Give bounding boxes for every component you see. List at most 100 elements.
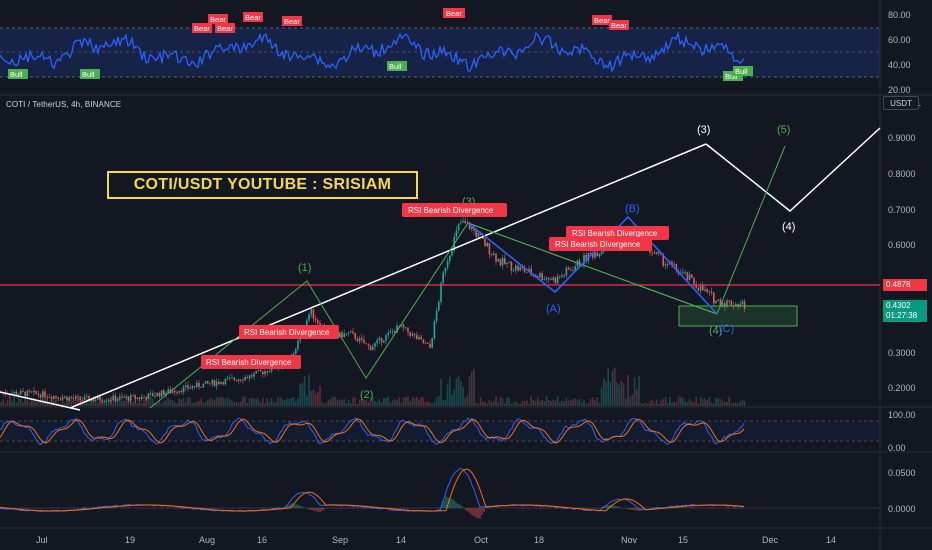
volume-bar (673, 401, 675, 406)
candle-body (556, 276, 559, 284)
price-tick: 0.6000 (888, 240, 916, 250)
volume-bar (171, 400, 174, 406)
candle-body (132, 395, 134, 397)
volume-bar (31, 397, 33, 406)
volume-bar (339, 399, 341, 406)
volume-bar (607, 368, 609, 406)
candle-body (70, 397, 73, 399)
volume-bar (4, 403, 7, 406)
volume-bar (264, 403, 266, 406)
bull-tag: Bull (80, 69, 100, 79)
macd-hist-bar (635, 508, 637, 511)
candle-body (198, 382, 200, 388)
candle-body (438, 302, 440, 311)
candle-body (462, 220, 464, 223)
candle-body (600, 251, 603, 254)
volume-bar (499, 396, 502, 406)
divergence-label: RSI Bearish Divergence (244, 328, 330, 337)
volume-bar (198, 400, 200, 406)
candle-body (512, 270, 515, 272)
volume-bar (97, 402, 99, 406)
bull-tag: Bull (733, 66, 753, 76)
volume-bar (255, 398, 257, 406)
volume-bar (215, 396, 218, 406)
macd-hist-bar (115, 507, 117, 508)
candle-body (268, 371, 271, 373)
target-zone (678, 305, 798, 327)
volume-bar (446, 384, 449, 406)
bull-tag: Bull (387, 61, 407, 71)
wave-labels: (1) (2) (3) (4) (5) (3) (4) (A) (B) (C) (298, 124, 795, 401)
candle-body (312, 309, 315, 319)
candle-body (317, 320, 319, 324)
volume-bar (17, 396, 20, 406)
volume-bar (380, 402, 383, 406)
candle-body (490, 254, 493, 255)
candle-body (24, 391, 26, 397)
volume-bar (537, 396, 539, 406)
stoch-axis[interactable]: 100.00 0.00 (888, 410, 916, 453)
quote-currency-badge[interactable]: USDT (883, 96, 919, 110)
time-tick: 19 (125, 535, 135, 545)
volume-bar (396, 400, 398, 406)
macd-hist-bar (295, 504, 297, 508)
candle-body (156, 392, 158, 396)
stoch-d-line (0, 418, 745, 444)
candle-body (464, 220, 466, 224)
volume-bar (565, 397, 568, 406)
candle-body (48, 397, 51, 398)
volume-bar (449, 376, 451, 406)
volume-bar (429, 403, 431, 406)
volume-bar (224, 398, 227, 406)
resistance-price-badge: 0.4878 (883, 279, 927, 291)
macd-hist-bar (535, 508, 537, 509)
volume-bar (391, 400, 394, 406)
candle-body (726, 300, 728, 307)
candle-body (374, 343, 376, 347)
candle-body (468, 222, 471, 230)
volume-bar (48, 403, 51, 406)
volume-bar (550, 401, 552, 406)
wave-white-projection (705, 127, 881, 212)
volume-bar (66, 401, 68, 406)
candle-body (79, 396, 81, 400)
rsi-axis[interactable]: 80.00 60.00 40.00 20.00 1 (888, 10, 921, 108)
candle-body (710, 291, 713, 293)
volume-bar (202, 402, 205, 406)
bear-label: Bear (611, 21, 627, 30)
macd-hist-bar (479, 508, 481, 519)
divergence-tag: RSI Bearish Divergence (549, 237, 652, 251)
candle-body (365, 343, 367, 345)
time-axis[interactable]: Jul 19 Aug 16 Sep 14 Oct 18 Nov 15 Dec 1… (36, 535, 836, 545)
candle-body (682, 272, 684, 274)
volume-bars (0, 367, 746, 406)
volume-bar (493, 401, 495, 406)
candle-body (26, 390, 29, 397)
macd-axis[interactable]: 0.0500 0.0000 (888, 468, 916, 514)
candle-body (704, 289, 706, 291)
candle-body (655, 251, 658, 254)
macd-hist-bar (273, 507, 275, 508)
candle-body (310, 309, 312, 315)
volume-bar (284, 399, 286, 406)
candle-body (664, 264, 667, 266)
volume-bar (743, 400, 746, 406)
time-tick: 16 (257, 535, 267, 545)
volume-bar (295, 401, 297, 406)
candle-body (675, 264, 678, 272)
volume-bar (156, 403, 158, 406)
volume-bar (585, 403, 587, 406)
candle-body (306, 320, 308, 329)
candle-body (33, 390, 35, 393)
volume-bar (726, 401, 728, 406)
bear-label: Bear (594, 16, 610, 25)
rsi-bear-tags: Bear Bear Bear Bear Bear Bear Bear Bear (192, 8, 629, 33)
volume-bar (504, 403, 506, 406)
candle-body (420, 337, 422, 340)
volume-bar (440, 378, 442, 406)
volume-bar (330, 398, 332, 406)
price-axis[interactable]: 0.9000 0.8000 0.7000 0.6000 0.3000 0.200… (888, 133, 916, 393)
candle-body (176, 392, 178, 394)
